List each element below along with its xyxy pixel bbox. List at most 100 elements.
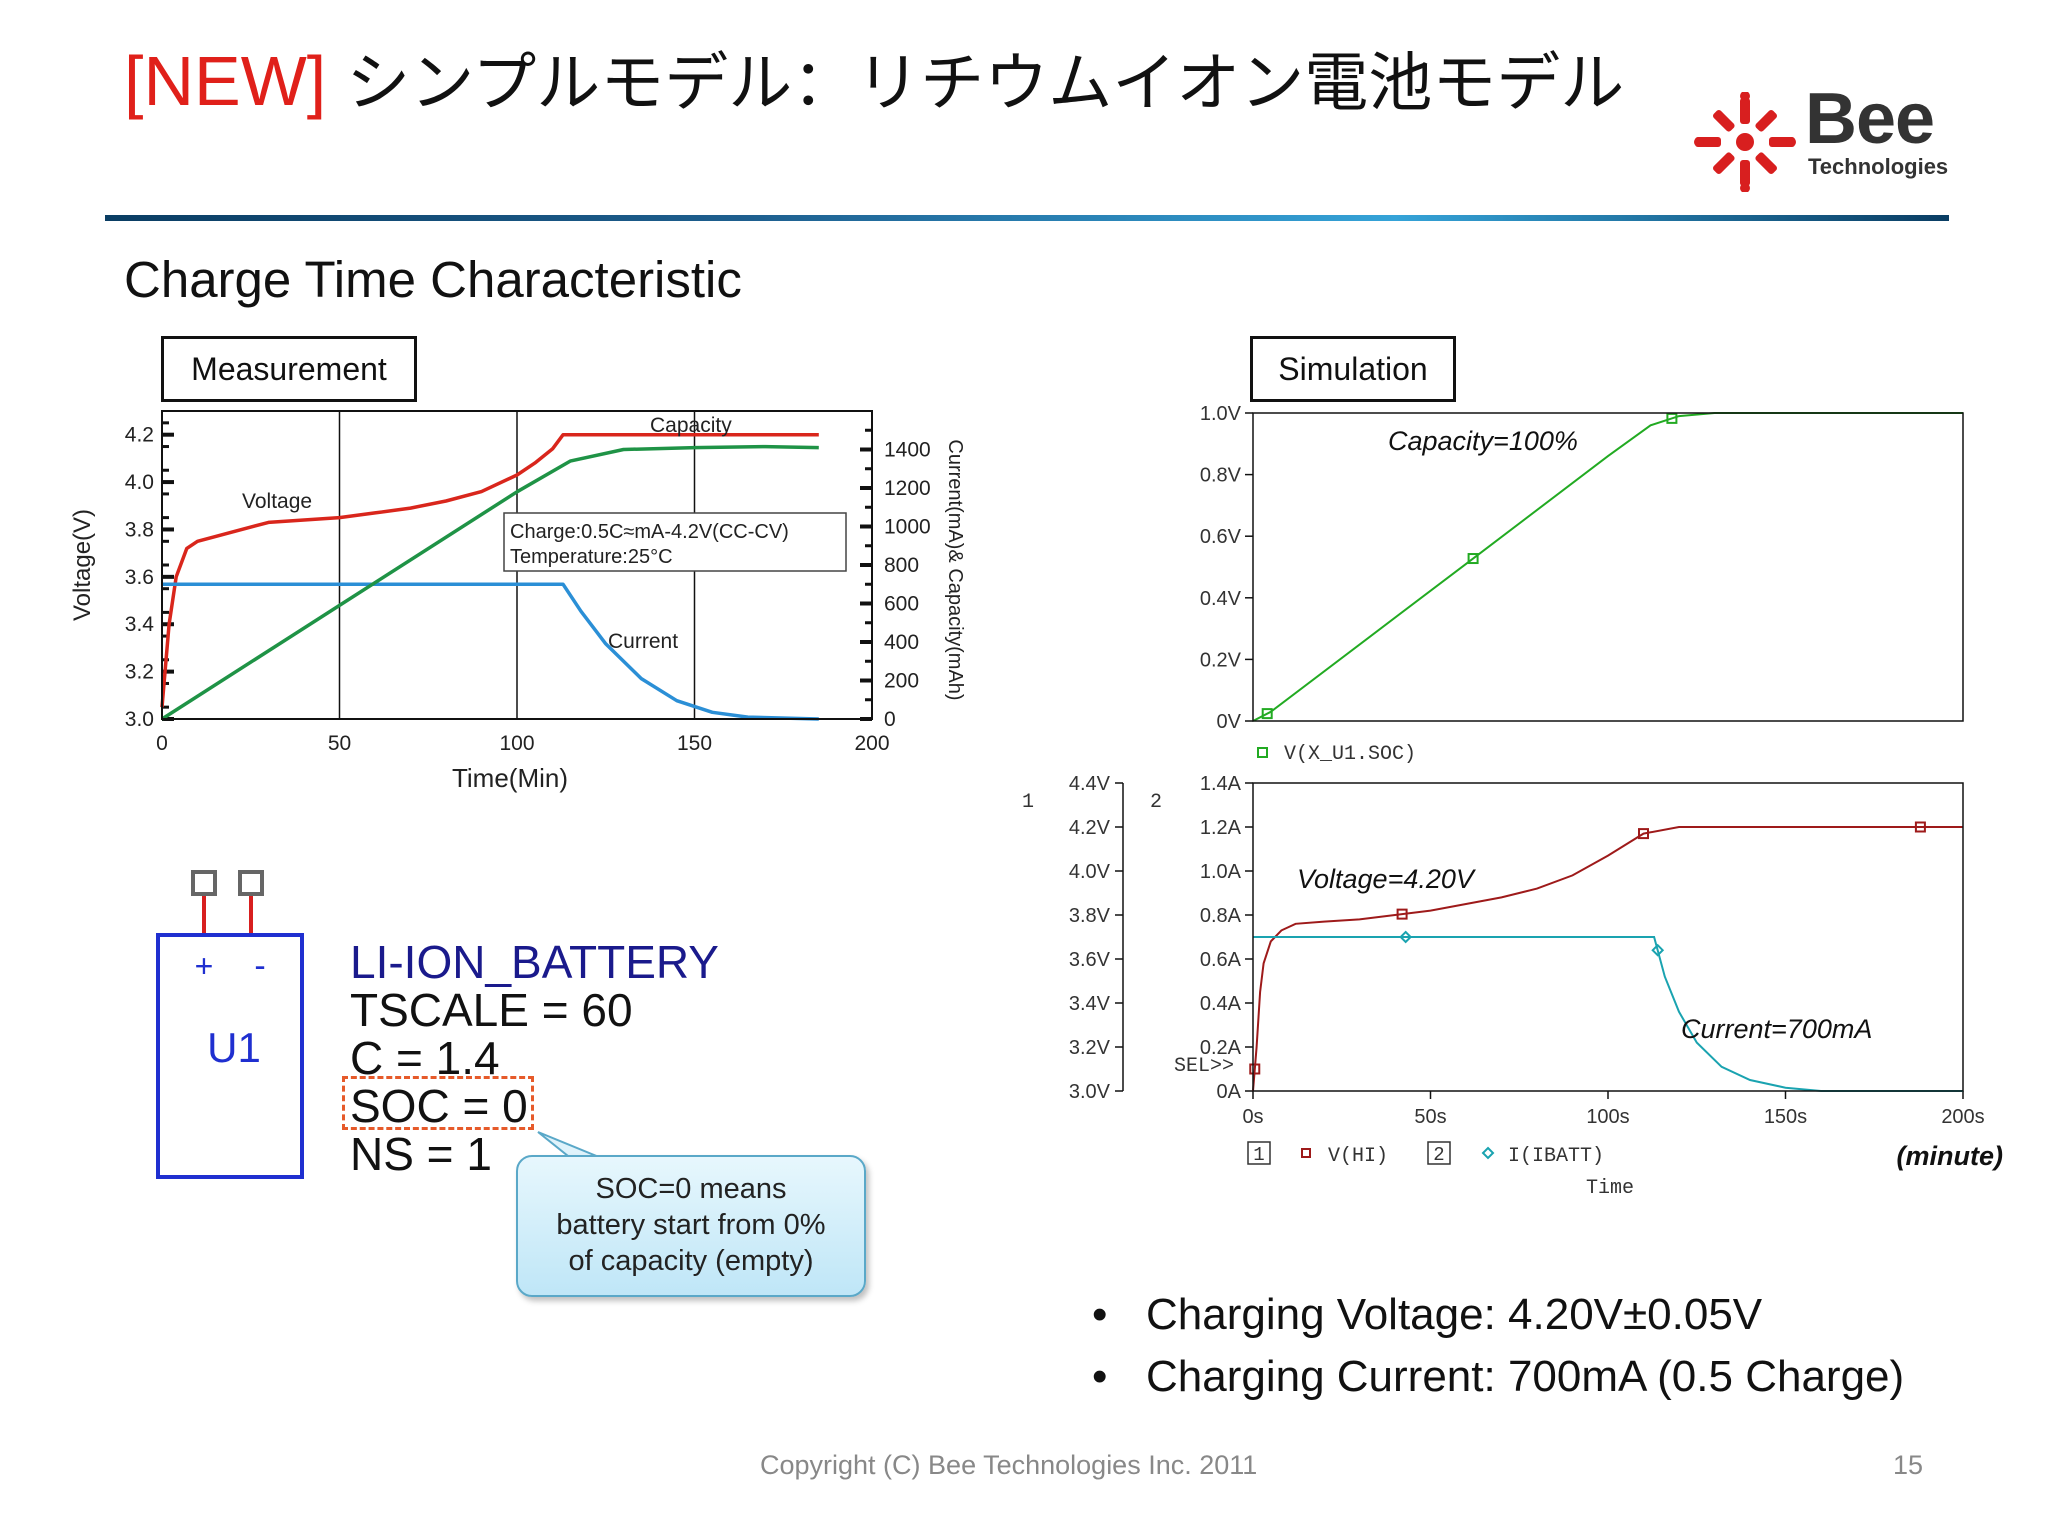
logo-sub: Technologies: [1808, 154, 1949, 179]
measurement-label: Measurement: [161, 336, 417, 402]
measurement-ytick-label: 3.8: [125, 518, 154, 541]
vi-current-tick-label: 1.4A: [1200, 773, 1242, 795]
vi-series: [1249, 821, 1963, 1092]
param-ns: NS = 1: [350, 1128, 492, 1180]
capacity-100-annotation: Capacity=100%: [1388, 426, 1578, 456]
axis-id-1: 1: [1022, 791, 1034, 814]
vhi-line: [1252, 826, 1963, 1092]
measurement-y2tick-label: 0: [884, 708, 896, 731]
ibatt-marker: [1399, 930, 1413, 944]
vi-plot-frame: [1252, 782, 1964, 1092]
voltage-420-annotation: Voltage=4.20V: [1297, 864, 1477, 894]
vi-voltage-tick-label: 3.0V: [1069, 1081, 1111, 1103]
capacity-annotation: Capacity: [650, 414, 732, 437]
bullet-charging-current: Charging Current: 700mA (0.5 Charge): [1146, 1352, 1905, 1401]
vi-voltage-tick-label: 4.2V: [1069, 817, 1111, 839]
measurement-xlabel: Time(Min): [452, 763, 568, 793]
axis-id-2: 2: [1150, 791, 1162, 814]
soc-line: [1252, 412, 1963, 722]
vi-current-tick-label: 1.2A: [1200, 817, 1242, 839]
simulation-soc-chart: 0V 0.2V 0.4V 0.6V 0.8V 1.0V Capacity=100% V(X…: [1200, 403, 1964, 766]
measurement-y2tick-label: 1200: [884, 477, 931, 500]
simulation-vi-chart: 0s 50s 100s 150s 200s 3.0V 3.2V 3.4V 3.6V 3.8V 4.0…: [1022, 773, 2003, 1200]
soc-series: [1252, 412, 1963, 722]
measurement-xtick-label: 100: [499, 732, 534, 755]
vi-voltage-tick-label: 3.8V: [1069, 905, 1111, 927]
measurement-y2tick-label: 800: [884, 554, 919, 577]
vi-current-tick-label: 1.0A: [1200, 861, 1242, 883]
measurement-capacity-line: [161, 444, 819, 721]
measurement-y2tick-label: 200: [884, 670, 919, 693]
measurement-y2tick-label: 600: [884, 593, 919, 616]
title-text: シンプルモデル：リチウムイオン電池モデル: [346, 47, 1625, 121]
soc-marker: [1261, 708, 1273, 720]
vi-current-tick-label: 0.4A: [1200, 993, 1242, 1015]
condition-line-1: Charge:0.5C≈mA-4.2V(CC-CV): [510, 521, 789, 543]
bullet-item: • Charging Current: 700mA (0.5 Charge): [1092, 1346, 1904, 1408]
ibatt-legend-marker: [1481, 1146, 1495, 1160]
legend-axis-1-box: [1247, 1141, 1271, 1165]
vi-voltage-tick-label: 3.2V: [1069, 1037, 1111, 1059]
vi-voltage-tick-label: 3.6V: [1069, 949, 1111, 971]
soc-ytick-label: 0.8V: [1200, 465, 1242, 487]
sel-marker: SEL>>: [1174, 1055, 1234, 1078]
title-rule: [105, 215, 1949, 221]
bullet-dot-icon: •: [1092, 1290, 1108, 1339]
measurement-xtick-label: 150: [677, 732, 712, 755]
measurement-y2tick-label: 400: [884, 631, 919, 654]
soc-ticks: 0V 0.2V 0.4V 0.6V 0.8V 1.0V: [1200, 403, 1253, 733]
callout-line-2: battery start from 0%: [556, 1209, 826, 1241]
vi-current-tick-label: 0.2A: [1200, 1037, 1242, 1059]
bullet-list: • Charging Voltage: 4.20V±0.05V • Charging…: [1092, 1284, 1904, 1408]
copyright-footer: Copyright (C) Bee Technologies Inc. 2011: [760, 1450, 1258, 1480]
measurement-chart: 0 50 100 150 2003.03.23.43.63.84.04.20200400…: [69, 410, 966, 793]
battery-body: [156, 933, 304, 1179]
soc-ytick-label: 0.2V: [1200, 649, 1242, 671]
measurement-ticks: 0 50 100 150 2003.03.23.43.63.84.04.20200400…: [125, 421, 931, 755]
vi-current-tick-label: 0.8A: [1200, 905, 1242, 927]
soc-marker: [1467, 553, 1479, 565]
vhi-marker: [1396, 908, 1408, 920]
measurement-ytick-label: 3.0: [125, 708, 154, 731]
vi-xtick-label: 0s: [1242, 1106, 1263, 1128]
measurement-series: [160, 432, 819, 721]
pin-plus-terminal: [191, 870, 217, 896]
logo-word: Bee: [1805, 79, 1935, 159]
vi-xtick-label: 150s: [1764, 1106, 1807, 1128]
bullet-item: • Charging Voltage: 4.20V±0.05V: [1092, 1284, 1904, 1346]
battery-parameters: LI-ION_BATTERY TSCALE = 60 C = 1.4 SOC =…: [350, 938, 719, 1178]
minute-unit-label: (minute): [1897, 1141, 2003, 1171]
legend-axis-1-id: 1: [1253, 1144, 1264, 1166]
simulation-label: Simulation: [1250, 336, 1456, 402]
measurement-voltage-line: [160, 432, 819, 708]
param-tscale: TSCALE = 60: [350, 984, 633, 1036]
battery-model-name: LI-ION_BATTERY: [350, 936, 719, 988]
measurement-ytick-label: 4.2: [125, 424, 154, 447]
vhi-marker: [1914, 821, 1926, 833]
ibatt-legend-label: I(IBATT): [1508, 1145, 1604, 1168]
slide-title: [NEW] シンプルモデル：リチウムイオン電池モデル: [124, 38, 1654, 127]
measurement-plot-frame: [161, 410, 873, 720]
measurement-y2tick-label: 1000: [884, 516, 931, 539]
vi-xtick-label: 100s: [1586, 1106, 1629, 1128]
soc-legend-marker: [1257, 747, 1268, 758]
soc-legend-label: V(X_U1.SOC): [1284, 743, 1416, 766]
voltage-annotation: Voltage: [242, 490, 312, 513]
param-soc: SOC = 0: [350, 1080, 528, 1132]
measurement-ytick-label: 3.6: [125, 566, 154, 589]
measurement-ytick-label: 3.2: [125, 661, 154, 684]
bullet-dot-icon: •: [1092, 1352, 1108, 1401]
current-700-annotation: Current=700mA: [1681, 1014, 1872, 1044]
battery-refdes: U1: [207, 1024, 261, 1071]
soc-ytick-label: 0.6V: [1200, 526, 1242, 548]
page-number: 15: [1893, 1450, 1924, 1480]
soc-marker: [1666, 412, 1678, 424]
measurement-y2tick-label: 1400: [884, 439, 931, 462]
soc-plot-frame: [1252, 412, 1964, 722]
legend-axis-2-id: 2: [1433, 1144, 1444, 1166]
vi-xlabel: Time: [1586, 1177, 1634, 1200]
vhi-marker: [1638, 828, 1649, 840]
bullet-charging-voltage: Charging Voltage: 4.20V±0.05V: [1146, 1290, 1763, 1339]
soc-callout: SOC=0 means battery start from 0% of cap…: [516, 1155, 866, 1297]
vi-voltage-tick-label: 4.4V: [1069, 773, 1111, 795]
